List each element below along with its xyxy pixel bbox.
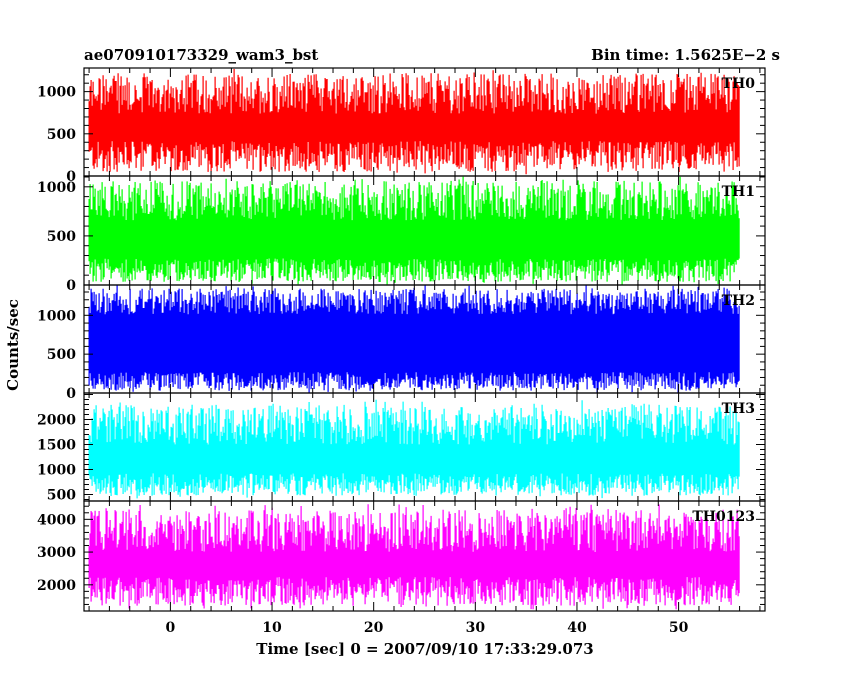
panel-label-th3: TH3 bbox=[722, 401, 755, 417]
y-tick-label: 2000 bbox=[37, 578, 76, 594]
y-tick-label: 500 bbox=[47, 347, 76, 363]
panel-th1: 0 500 1000 TH1 bbox=[37, 175, 766, 294]
panel-label-th2: TH2 bbox=[722, 293, 755, 309]
y-tick-label: 1000 bbox=[37, 180, 76, 196]
panel-label-th0123: TH0123 bbox=[692, 509, 755, 525]
y-tick-label: 1000 bbox=[37, 463, 76, 479]
x-tick-label: 10 bbox=[262, 620, 282, 636]
x-tick-label: 50 bbox=[669, 620, 689, 636]
series-th1 bbox=[88, 176, 740, 285]
series-th2 bbox=[88, 285, 740, 393]
y-tick-label: 500 bbox=[47, 488, 76, 504]
y-tick-label: 0 bbox=[66, 169, 76, 185]
panel-th0123: 2000 3000 4000 TH0123 bbox=[37, 500, 766, 612]
y-tick-label: 0 bbox=[66, 278, 76, 294]
y-tick-label: 2000 bbox=[37, 413, 76, 429]
y-tick-label: 3000 bbox=[37, 545, 76, 561]
y-tick-label: 1500 bbox=[37, 438, 76, 454]
x-tick-label: 40 bbox=[567, 620, 587, 636]
panel-th3: 500 1000 1500 2000 TH3 bbox=[37, 392, 766, 504]
series-th0 bbox=[88, 69, 740, 175]
x-axis-label: Time [sec] 0 = 2007/09/10 17:33:29.073 bbox=[256, 640, 593, 658]
panel-th2: 0 500 1000 TH2 bbox=[37, 284, 766, 402]
panel-frame bbox=[83, 500, 766, 612]
y-tick-label: 1000 bbox=[37, 85, 76, 101]
panel-label-th1: TH1 bbox=[722, 184, 755, 200]
series-th3 bbox=[88, 399, 740, 499]
x-tick-label: 30 bbox=[466, 620, 486, 636]
y-tick-label: 4000 bbox=[37, 512, 76, 528]
panel-label-th0: TH0 bbox=[722, 76, 756, 92]
y-tick-label: 500 bbox=[47, 127, 76, 143]
y-tick-label: 0 bbox=[66, 386, 76, 402]
x-tick-label: 20 bbox=[364, 620, 384, 636]
panel-th0: 0 500 1000 TH0 bbox=[37, 67, 766, 185]
y-tick-label: 1000 bbox=[37, 308, 76, 324]
y-tick-label: 500 bbox=[47, 229, 76, 245]
y-axis-label: Counts/sec bbox=[4, 299, 22, 391]
chart-title: ae070910173329_wam3_bst bbox=[84, 46, 318, 64]
bin-time-label: Bin time: 1.5625E−2 s bbox=[591, 46, 780, 64]
series-th0123 bbox=[88, 504, 740, 610]
x-tick-label: 0 bbox=[166, 620, 176, 636]
